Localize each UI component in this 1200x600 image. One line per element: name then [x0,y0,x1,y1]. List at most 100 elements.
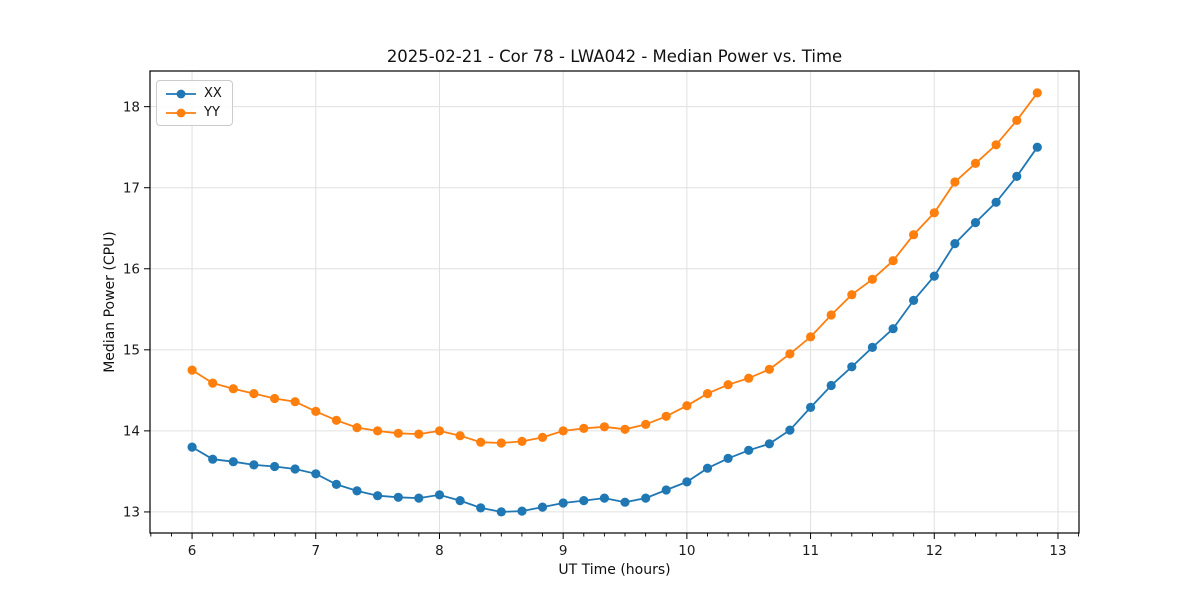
y-tick-label: 15 [123,343,140,359]
data-point [764,364,775,374]
data-point [970,158,981,168]
data-point [1012,115,1022,125]
y-tick-label: 14 [123,424,140,440]
data-point [599,493,610,503]
data-point [826,310,836,320]
data-point [434,426,445,436]
data-point [455,496,465,506]
data-point [950,177,960,187]
data-point [393,428,403,438]
data-point [806,332,816,342]
data-point [208,378,218,388]
data-point [744,445,754,455]
data-point [455,431,465,441]
data-point [847,362,857,372]
data-point [991,197,1001,207]
legend-label: XX [204,86,222,101]
data-point [537,502,548,512]
data-point [744,373,754,383]
data-point [599,422,610,432]
x-tick-label: 12 [926,543,943,559]
x-tick-label: 10 [678,543,695,559]
data-point [661,411,671,421]
series-yy [187,88,1042,448]
line-marker-icon [166,108,196,117]
data-point [496,438,506,448]
data-point [414,429,424,439]
series-line [191,92,1039,444]
data-point [352,423,362,433]
y-tick-label: 16 [123,262,140,278]
data-point [682,477,692,487]
data-point [620,497,630,507]
data-point [331,479,341,489]
data-point [311,406,321,416]
data-point [558,498,568,508]
series-xx [187,142,1042,517]
data-point [331,415,341,425]
data-point [208,454,218,464]
data-point [888,324,898,334]
data-point [785,349,795,359]
data-point [558,426,568,436]
data-point [929,208,939,218]
legend-item-xx: XX [165,85,222,102]
plot-area-border [149,70,1080,534]
y-tick-label: 18 [123,99,140,115]
data-point [414,493,424,503]
data-point [909,295,919,305]
data-point [661,485,671,495]
data-point [228,457,238,467]
data-point [723,380,733,390]
legend-label: YY [204,105,220,120]
data-point [187,365,197,375]
data-point [434,490,445,500]
data-point [888,256,898,266]
data-point [702,389,713,399]
series-line [191,146,1039,513]
legend-item-yy: YY [165,104,222,121]
data-point [785,425,795,435]
x-tick-label: 13 [1049,543,1066,559]
data-point [847,290,857,300]
data-point [764,439,775,449]
data-point [537,432,548,442]
data-point [249,460,259,470]
data-point [682,401,692,411]
x-tick-label: 6 [188,543,197,559]
x-tick-label: 7 [311,543,320,559]
data-point [496,507,506,517]
data-point [641,419,651,429]
data-point [950,239,960,249]
x-tick-label: 9 [559,543,568,559]
data-point [352,486,362,496]
data-point [476,503,486,513]
data-point [867,342,878,352]
x-axis-label: UT Time (hours) [558,562,671,578]
data-point [249,389,259,399]
legend: XX YY [156,80,233,126]
data-point [991,140,1001,150]
data-point [517,436,527,446]
data-point [1032,142,1042,152]
data-point [929,271,939,281]
data-point [373,426,383,436]
data-point [228,384,238,394]
line-marker-icon [166,89,196,98]
data-point [187,442,197,452]
data-point [1032,88,1042,98]
data-point [641,493,651,503]
data-point [579,423,589,433]
x-tick-label: 11 [802,543,819,559]
data-point [270,461,280,472]
data-point [290,397,300,407]
data-point [311,469,321,479]
y-tick-label: 17 [123,181,140,197]
data-point [393,492,403,502]
data-point [373,491,383,501]
data-point [702,463,713,473]
data-point [867,274,878,284]
chart-title: 2025-02-21 - Cor 78 - LWA042 - Median Po… [386,47,843,66]
